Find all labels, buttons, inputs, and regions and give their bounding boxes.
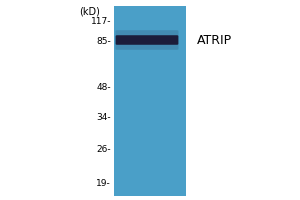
FancyBboxPatch shape <box>116 35 178 45</box>
Text: ATRIP: ATRIP <box>196 34 232 47</box>
Text: 19-: 19- <box>96 178 111 188</box>
Text: 85-: 85- <box>96 36 111 46</box>
FancyBboxPatch shape <box>116 35 178 45</box>
Text: 48-: 48- <box>96 83 111 92</box>
Text: 26-: 26- <box>96 144 111 154</box>
Text: (kD): (kD) <box>80 6 100 16</box>
FancyBboxPatch shape <box>116 30 178 50</box>
Text: 117-: 117- <box>91 17 111 25</box>
Text: 34-: 34- <box>96 112 111 121</box>
Bar <box>114 6 186 196</box>
